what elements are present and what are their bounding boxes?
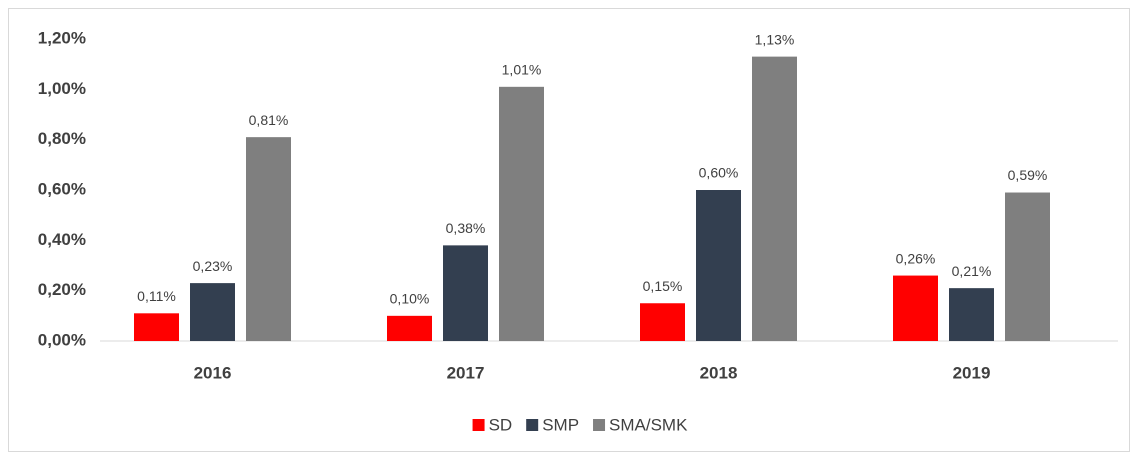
legend-swatch [526,419,539,431]
value-label: 1,01% [502,62,542,78]
legend-label: SMA/SMK [609,415,688,434]
chart-frame [8,8,1130,452]
value-label: 0,10% [390,291,430,307]
value-label: 0,23% [193,258,233,274]
bar [387,315,432,341]
x-tick-label: 2019 [953,363,991,382]
bar [246,137,291,341]
bar [499,86,544,341]
legend-swatch [593,419,606,431]
value-label: 0,59% [1008,167,1048,183]
bar [696,190,741,341]
bar [949,288,994,341]
value-label: 0,21% [952,263,992,279]
bar [752,56,797,341]
bar [190,283,235,341]
y-tick-label: 1,00% [38,79,86,98]
value-label: 0,81% [249,112,289,128]
x-tick-label: 2018 [700,363,738,382]
value-label: 0,60% [699,165,739,181]
legend-label: SD [489,415,513,434]
y-tick-label: 0,40% [38,230,86,249]
y-tick-label: 0,20% [38,280,86,299]
value-label: 0,11% [137,288,176,304]
value-label: 1,13% [755,31,795,47]
legend-label: SMP [542,415,579,434]
bar [443,245,488,341]
y-tick-label: 0,00% [38,330,86,349]
x-tick-label: 2016 [194,363,232,382]
x-tick-label: 2017 [447,363,485,382]
bar [640,303,685,341]
bar [1005,192,1050,341]
bar [893,275,938,341]
y-tick-label: 1,20% [38,28,86,47]
bar [134,313,179,341]
y-tick-label: 0,60% [38,179,86,198]
y-tick-label: 0,80% [38,129,86,148]
value-label: 0,38% [446,220,486,236]
value-label: 0,26% [896,250,936,266]
legend-swatch [472,419,485,431]
value-label: 0,15% [643,278,683,294]
